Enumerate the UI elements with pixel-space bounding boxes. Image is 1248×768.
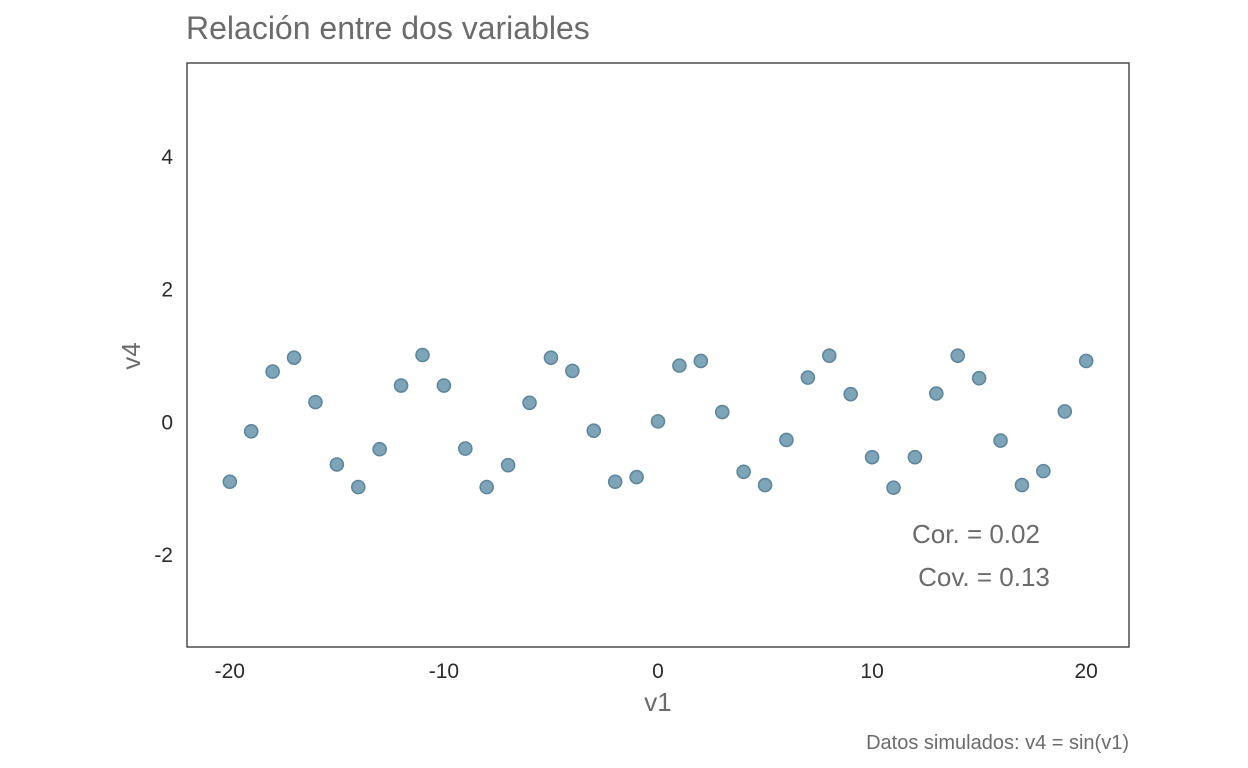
plot-panel: [186, 62, 1130, 648]
data-point: [436, 378, 452, 393]
data-point: [629, 469, 644, 485]
data-point: [522, 395, 537, 411]
data-point: [650, 414, 666, 429]
data-point: [886, 480, 901, 496]
y-axis-label: v4: [116, 342, 146, 369]
data-point: [736, 464, 751, 480]
data-point: [714, 404, 730, 420]
chart-caption: Datos simulados: v4 = sin(v1): [866, 732, 1129, 754]
data-points: [222, 347, 1094, 496]
data-point: [907, 449, 923, 465]
data-point: [243, 424, 259, 439]
data-point: [372, 441, 387, 457]
data-point: [757, 477, 773, 493]
data-point: [607, 474, 623, 490]
data-point: [779, 432, 794, 448]
x-axis-label: v1: [644, 687, 671, 717]
data-point: [543, 350, 559, 365]
data-point: [586, 423, 602, 438]
data-point: [864, 449, 880, 465]
data-point: [843, 386, 858, 402]
data-point: [1014, 477, 1030, 493]
data-point: [222, 474, 238, 490]
y-axis-ticks: -2 0 2 4: [154, 146, 173, 567]
correlation-annotation: Cor. = 0.02: [912, 519, 1040, 549]
data-point: [821, 348, 837, 363]
covariance-annotation: Cov. = 0.13: [918, 562, 1050, 592]
data-point: [993, 433, 1008, 448]
y-tick-label: 4: [161, 146, 173, 169]
x-tick-label: -20: [215, 660, 245, 683]
data-point: [393, 378, 409, 393]
data-point: [479, 479, 495, 495]
data-point: [971, 370, 987, 386]
data-point: [265, 364, 280, 379]
data-point: [1057, 404, 1073, 419]
x-tick-label: -10: [429, 660, 459, 683]
data-point: [458, 441, 473, 456]
x-tick-label: 10: [860, 660, 883, 683]
data-point: [415, 347, 430, 363]
data-point: [350, 479, 366, 495]
data-point: [500, 457, 516, 473]
x-tick-label: 20: [1075, 660, 1098, 683]
data-point: [1036, 463, 1051, 479]
x-tick-label: 0: [652, 660, 664, 683]
y-tick-label: -2: [154, 544, 173, 567]
y-tick-label: 0: [161, 411, 173, 434]
data-point: [693, 353, 709, 369]
data-point: [950, 348, 966, 363]
x-axis-ticks: -20 -10 0 10 20: [215, 660, 1098, 683]
y-tick-label: 2: [161, 279, 173, 302]
data-point: [929, 386, 944, 401]
chart-title: Relación entre dos variables: [186, 10, 590, 46]
data-point: [1078, 353, 1094, 369]
data-point: [565, 363, 580, 379]
data-point: [308, 394, 323, 410]
data-point: [286, 350, 302, 365]
data-point: [329, 457, 345, 472]
data-point: [672, 358, 687, 373]
data-point: [800, 370, 816, 385]
